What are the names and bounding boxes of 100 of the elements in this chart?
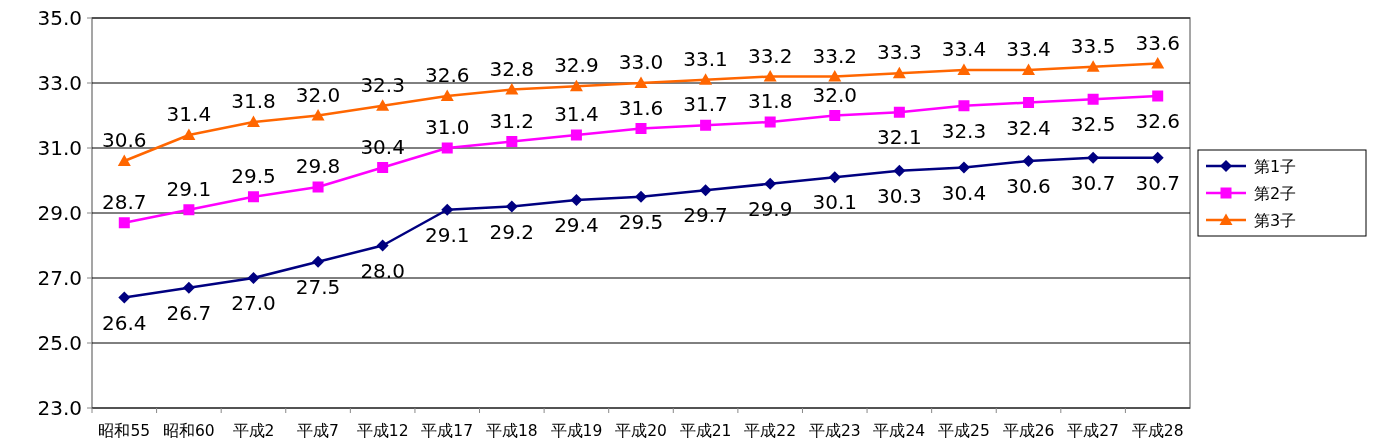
x-tick-label: 平成27 xyxy=(1067,422,1119,440)
point xyxy=(1151,57,1165,69)
point xyxy=(893,106,905,118)
point xyxy=(312,255,325,268)
data-label: 31.4 xyxy=(554,102,599,126)
data-label: 33.0 xyxy=(618,50,664,74)
point xyxy=(764,177,777,190)
point xyxy=(570,194,583,206)
data-label: 29.7 xyxy=(683,203,728,228)
point xyxy=(893,164,906,177)
point xyxy=(377,162,389,173)
y-tick-label: 31.0 xyxy=(37,136,82,160)
point xyxy=(1022,63,1036,75)
y-tick-label: 25.0 xyxy=(37,331,82,355)
data-label: 28.7 xyxy=(102,189,147,214)
point xyxy=(1023,97,1035,108)
data-label: 32.0 xyxy=(295,82,341,107)
point xyxy=(828,171,841,184)
point xyxy=(829,110,841,121)
point xyxy=(183,204,195,216)
y-tick-label: 23.0 xyxy=(37,396,82,420)
x-tick-label: 平成17 xyxy=(421,422,474,440)
legend-label: 第1子 xyxy=(1254,157,1297,176)
point xyxy=(441,203,454,216)
point xyxy=(312,181,324,193)
y-tick-label: 33.0 xyxy=(37,71,82,95)
point xyxy=(1151,151,1164,164)
data-label: 31.0 xyxy=(424,115,470,139)
data-label: 32.0 xyxy=(812,82,858,107)
data-label: 32.8 xyxy=(489,56,535,81)
data-label: 32.3 xyxy=(360,72,405,97)
data-label: 31.2 xyxy=(489,108,535,133)
data-label: 31.6 xyxy=(618,95,664,120)
data-label: 29.1 xyxy=(424,222,470,247)
point xyxy=(1152,90,1164,102)
data-label: 33.4 xyxy=(941,37,987,61)
point xyxy=(505,200,518,213)
data-label: 32.5 xyxy=(1070,112,1116,137)
data-label: 30.4 xyxy=(941,180,987,205)
x-tick-label: 平成12 xyxy=(356,422,409,440)
data-label: 32.4 xyxy=(1006,115,1051,140)
data-label: 33.3 xyxy=(877,40,922,65)
x-tick-label: 平成21 xyxy=(679,422,732,440)
data-label: 30.7 xyxy=(1070,170,1116,195)
data-label: 29.8 xyxy=(295,154,341,178)
x-tick-label: 昭和60 xyxy=(163,422,215,440)
point xyxy=(958,100,970,112)
point xyxy=(246,115,260,127)
x-tick-label: 平成23 xyxy=(808,422,861,440)
point xyxy=(1087,93,1099,105)
point xyxy=(700,119,712,131)
point xyxy=(182,281,195,294)
x-tick-label: 昭和55 xyxy=(98,422,151,440)
data-label: 29.5 xyxy=(618,209,664,234)
point xyxy=(699,73,713,85)
data-label: 33.2 xyxy=(812,43,858,68)
x-tick-label: 平成19 xyxy=(550,422,603,440)
data-label: 32.6 xyxy=(1135,109,1180,133)
data-label: 29.9 xyxy=(747,196,793,221)
data-label: 33.6 xyxy=(1135,30,1180,55)
data-label: 33.1 xyxy=(683,46,728,71)
x-tick-label: 平成7 xyxy=(297,422,339,440)
point xyxy=(1022,155,1035,167)
legend-label: 第3子 xyxy=(1254,211,1297,230)
data-label: 31.7 xyxy=(683,92,728,117)
data-label: 30.7 xyxy=(1135,170,1180,195)
point xyxy=(570,129,582,141)
point xyxy=(118,291,131,304)
data-label: 30.3 xyxy=(877,183,922,208)
data-label: 29.2 xyxy=(489,219,535,244)
data-label: 27.0 xyxy=(231,291,276,315)
point xyxy=(957,63,971,75)
point xyxy=(569,79,583,92)
point xyxy=(311,109,325,121)
data-label: 29.1 xyxy=(166,176,212,201)
data-label: 32.1 xyxy=(877,125,922,150)
data-label: 29.4 xyxy=(554,213,599,237)
x-tick-label: 平成18 xyxy=(485,422,538,440)
x-tick-label: 平成2 xyxy=(232,422,275,440)
data-label: 30.4 xyxy=(360,134,405,159)
data-label: 32.9 xyxy=(554,53,599,78)
point xyxy=(117,154,131,166)
data-label: 31.8 xyxy=(231,89,276,113)
point xyxy=(376,99,390,111)
data-label: 30.6 xyxy=(102,128,147,152)
data-label: 29.5 xyxy=(231,163,276,188)
data-label: 31.4 xyxy=(166,102,212,126)
y-tick-label: 35.0 xyxy=(37,6,82,30)
data-label: 33.4 xyxy=(1006,37,1051,61)
data-label: 33.5 xyxy=(1070,33,1116,58)
point xyxy=(118,217,130,229)
legend-label: 第2子 xyxy=(1254,184,1297,203)
data-label: 32.6 xyxy=(424,63,470,87)
point xyxy=(699,184,712,197)
point xyxy=(1087,151,1100,164)
point xyxy=(247,272,260,284)
point xyxy=(506,136,518,147)
x-tick-label: 平成26 xyxy=(1002,422,1055,440)
data-label: 28.0 xyxy=(360,258,405,283)
point xyxy=(764,116,776,128)
